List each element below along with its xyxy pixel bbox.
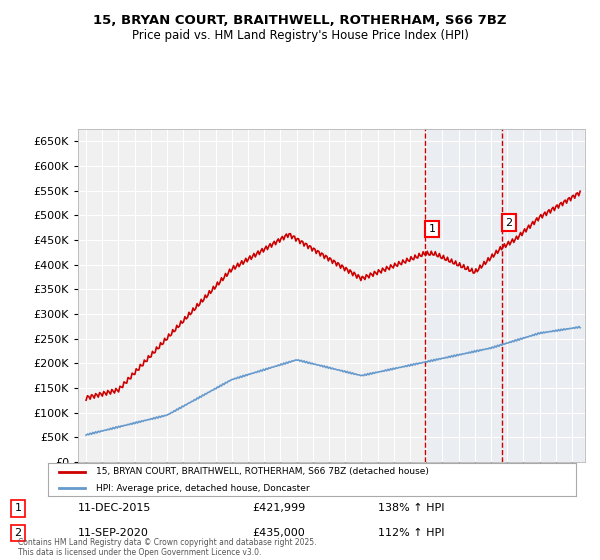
Text: 1: 1 [14, 503, 22, 514]
Text: 15, BRYAN COURT, BRAITHWELL, ROTHERHAM, S66 7BZ (detached house): 15, BRYAN COURT, BRAITHWELL, ROTHERHAM, … [95, 468, 428, 477]
Text: 2: 2 [505, 218, 512, 227]
Text: Price paid vs. HM Land Registry's House Price Index (HPI): Price paid vs. HM Land Registry's House … [131, 29, 469, 42]
Text: 2: 2 [14, 528, 22, 538]
Text: 15, BRYAN COURT, BRAITHWELL, ROTHERHAM, S66 7BZ: 15, BRYAN COURT, BRAITHWELL, ROTHERHAM, … [93, 14, 507, 27]
Text: £435,000: £435,000 [252, 528, 305, 538]
Text: 11-DEC-2015: 11-DEC-2015 [78, 503, 151, 514]
Text: Contains HM Land Registry data © Crown copyright and database right 2025.
This d: Contains HM Land Registry data © Crown c… [18, 538, 317, 557]
Bar [425, 129, 583, 462]
Text: 112% ↑ HPI: 112% ↑ HPI [378, 528, 445, 538]
Text: 138% ↑ HPI: 138% ↑ HPI [378, 503, 445, 514]
Text: 1: 1 [428, 224, 436, 234]
Text: £421,999: £421,999 [252, 503, 305, 514]
Text: 11-SEP-2020: 11-SEP-2020 [78, 528, 149, 538]
Text: HPI: Average price, detached house, Doncaster: HPI: Average price, detached house, Donc… [95, 484, 309, 493]
